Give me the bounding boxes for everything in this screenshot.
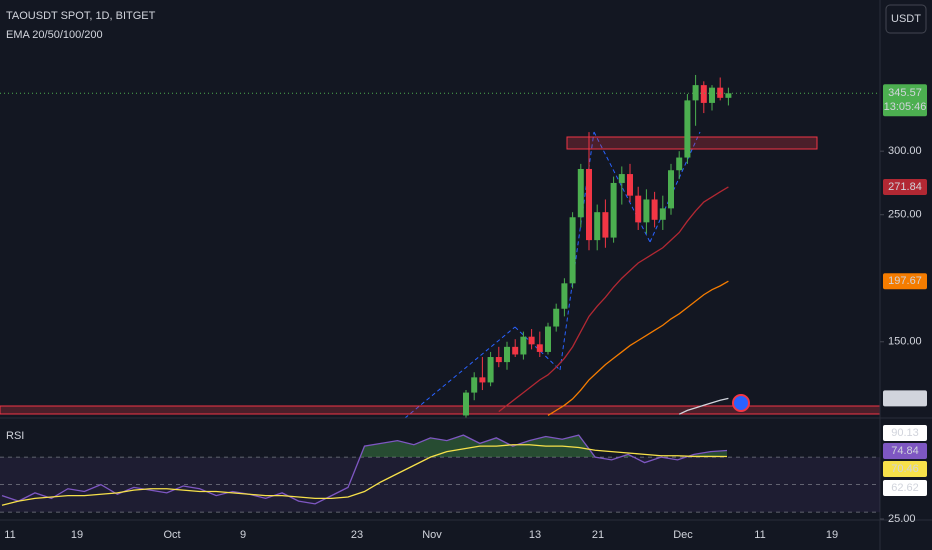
rsi-value-label-bg — [883, 443, 927, 459]
x-tick-label: 19 — [71, 529, 83, 541]
candle-body — [471, 377, 478, 393]
ema-value-label: 105.46 — [888, 392, 922, 404]
candle-body — [594, 212, 601, 241]
support-zone — [0, 405, 880, 415]
rsi-extra-label-bg — [883, 480, 927, 496]
rsi-extra-label: 90.13 — [891, 427, 919, 439]
candle-body — [553, 308, 560, 327]
candle-body — [676, 157, 683, 171]
ema-line — [547, 280, 729, 417]
ema-value-label: 271.84 — [888, 181, 922, 193]
y-tick-label: 300.00 — [888, 145, 922, 157]
candle-body — [504, 346, 510, 363]
pattern-line — [559, 131, 595, 371]
x-tick-label: 11 — [754, 529, 765, 541]
x-tick-label: Nov — [422, 529, 442, 541]
x-tick-label: 23 — [351, 529, 363, 541]
candle-body — [709, 87, 715, 103]
candle-body — [684, 100, 691, 158]
y-tick-label: 150.00 — [888, 336, 922, 348]
rsi-ma-value-label: 70.46 — [891, 463, 919, 475]
pattern-line — [649, 131, 701, 243]
chart-title: TAOUSDT SPOT, 1D, BITGET — [6, 10, 156, 22]
candle-body — [618, 174, 625, 183]
candle-body — [520, 336, 527, 355]
x-tick-label: 11 — [4, 529, 15, 541]
currency-label[interactable]: USDT — [891, 13, 921, 25]
candle-body — [627, 174, 633, 196]
candle-body — [512, 346, 519, 355]
ema-value-label: 197.67 — [888, 275, 922, 287]
rsi-extra-label-bg — [883, 425, 927, 441]
candle-body — [643, 199, 650, 223]
x-tick-label: Oct — [163, 529, 180, 541]
candle-body — [545, 326, 551, 352]
x-tick-label: 9 — [240, 529, 246, 541]
countdown: 13:05:46 — [884, 101, 927, 113]
x-tick-label: 21 — [592, 529, 604, 541]
candle-body — [463, 392, 469, 416]
ema-value-label-bg — [883, 273, 927, 290]
ema-line — [678, 397, 729, 415]
rsi-ma-value-label-bg — [883, 461, 927, 477]
x-tick-label: 13 — [529, 529, 541, 541]
price-pane — [0, 74, 880, 418]
candle-body — [668, 170, 674, 209]
candle-body — [651, 199, 658, 220]
x-tick-label: 19 — [826, 529, 838, 541]
candle-body — [692, 85, 699, 101]
rsi-ma-line — [1, 444, 728, 506]
candle-body — [561, 283, 568, 309]
candle-body — [487, 357, 494, 383]
candle-body — [495, 357, 502, 363]
ema-value-label-bg — [883, 178, 927, 195]
currency-button[interactable] — [885, 4, 927, 34]
rsi-value-label: 74.84 — [891, 445, 919, 457]
candle-body — [717, 87, 724, 98]
resistance-zone — [566, 136, 818, 150]
candle-body — [659, 208, 666, 220]
candle-body — [635, 195, 642, 223]
candle-body — [725, 93, 732, 98]
event-flag[interactable] — [732, 394, 750, 412]
candle-body — [610, 182, 617, 238]
candle-body — [479, 377, 486, 383]
candle-body — [700, 85, 707, 103]
candle-body — [536, 344, 543, 352]
candle-body — [528, 336, 535, 345]
candle-body — [586, 168, 592, 241]
candle-body — [569, 217, 576, 284]
candle-body — [602, 212, 609, 238]
candle-body — [577, 168, 584, 218]
rsi-extra-label: 62.62 — [891, 482, 919, 494]
rsi-title: RSI — [6, 430, 24, 442]
ema-line — [498, 186, 729, 413]
indicator-label: EMA 20/50/100/200 — [6, 29, 103, 41]
last-price-bg — [883, 84, 927, 117]
y-tick-label: 250.00 — [888, 209, 922, 221]
last-price: 345.57 — [888, 87, 922, 99]
x-tick-label: Dec — [673, 529, 693, 541]
ema-value-label-bg — [883, 390, 927, 407]
rsi-tick-label: 25.00 — [888, 513, 916, 525]
pattern-line — [404, 326, 516, 418]
